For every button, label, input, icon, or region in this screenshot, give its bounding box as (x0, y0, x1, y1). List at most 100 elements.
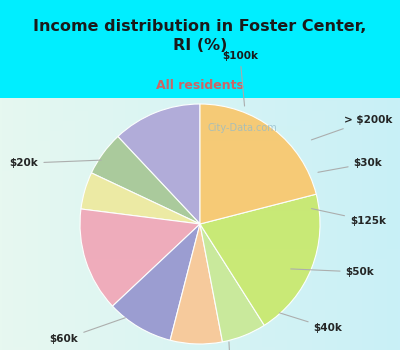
Bar (0, 204, 400, 206)
Wedge shape (80, 209, 200, 306)
Bar (0, 194, 400, 196)
Text: $50k: $50k (291, 267, 374, 277)
Bar (0, 153, 400, 156)
Bar (0, 252, 400, 254)
Wedge shape (118, 104, 200, 224)
Bar (0, 100, 400, 103)
Bar (0, 209, 400, 211)
Bar (0, 131, 400, 133)
Bar (0, 191, 400, 194)
Bar (0, 146, 400, 148)
Bar (0, 166, 400, 169)
Text: > $200k: > $200k (312, 115, 392, 140)
Text: $40k: $40k (280, 313, 342, 333)
Bar (0, 148, 400, 151)
Bar (0, 342, 400, 345)
Bar (0, 196, 400, 199)
Bar (0, 176, 400, 178)
Bar (0, 133, 400, 136)
Bar (0, 219, 400, 222)
Bar (0, 302, 400, 304)
Bar (0, 247, 400, 249)
Bar (0, 330, 400, 332)
Bar (0, 244, 400, 247)
Bar (0, 161, 400, 163)
Bar (0, 171, 400, 174)
Bar (0, 169, 400, 171)
Bar (0, 295, 400, 297)
Bar (0, 216, 400, 219)
Bar (0, 106, 400, 108)
Bar (0, 237, 400, 239)
Bar (0, 310, 400, 312)
Text: City-Data.com: City-Data.com (208, 123, 278, 133)
Wedge shape (170, 224, 222, 344)
Text: $30k: $30k (318, 158, 382, 172)
Bar (0, 270, 400, 272)
Wedge shape (200, 194, 320, 325)
Text: Income distribution in Foster Center,
RI (%): Income distribution in Foster Center, RI… (33, 19, 367, 52)
Bar (0, 264, 400, 267)
Bar (0, 141, 400, 144)
Bar (0, 292, 400, 295)
Bar (0, 282, 400, 285)
Bar (0, 257, 400, 259)
Bar (0, 259, 400, 262)
Wedge shape (92, 136, 200, 224)
Bar (0, 345, 400, 348)
Bar (0, 304, 400, 307)
Bar (0, 320, 400, 322)
Bar (0, 277, 400, 279)
Text: $100k: $100k (222, 51, 258, 106)
Text: $125k: $125k (312, 209, 386, 226)
Bar (0, 272, 400, 274)
Bar (0, 239, 400, 241)
Bar (0, 335, 400, 337)
Bar (0, 144, 400, 146)
Bar (0, 315, 400, 317)
Bar (0, 307, 400, 310)
Bar (0, 103, 400, 106)
Bar (0, 201, 400, 204)
Bar (0, 279, 400, 282)
Bar (0, 317, 400, 320)
Bar (0, 249, 400, 252)
Bar (0, 151, 400, 153)
Bar (0, 121, 400, 123)
Bar (0, 287, 400, 289)
Bar (0, 289, 400, 292)
Bar (0, 111, 400, 113)
Bar (0, 113, 400, 116)
Text: $60k: $60k (50, 318, 125, 344)
Bar (0, 325, 400, 327)
Bar (0, 178, 400, 181)
Bar (0, 241, 400, 244)
Bar (0, 327, 400, 330)
Bar (0, 128, 400, 131)
Bar (0, 98, 400, 100)
Text: All residents: All residents (156, 79, 244, 92)
Bar (0, 274, 400, 277)
Bar (0, 224, 400, 226)
Bar (0, 206, 400, 209)
Bar (0, 300, 400, 302)
Bar (0, 108, 400, 111)
Bar (0, 348, 400, 350)
Bar (0, 181, 400, 184)
Bar (0, 211, 400, 214)
Bar (0, 262, 400, 264)
Bar (0, 232, 400, 234)
Bar (0, 222, 400, 224)
Bar (0, 199, 400, 201)
Bar (0, 297, 400, 300)
Bar (0, 254, 400, 257)
Bar (0, 229, 400, 232)
Bar (0, 126, 400, 128)
Bar (0, 332, 400, 335)
Bar (0, 159, 400, 161)
Bar (0, 340, 400, 342)
Bar (0, 267, 400, 270)
Bar (0, 186, 400, 189)
Bar (0, 322, 400, 325)
Bar (0, 136, 400, 138)
